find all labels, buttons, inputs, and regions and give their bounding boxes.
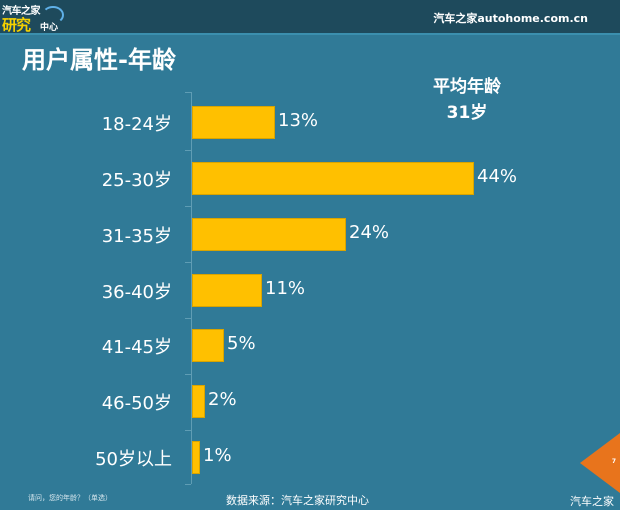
header-divider bbox=[0, 33, 620, 35]
value-label: 24% bbox=[349, 222, 390, 243]
autohome-research-logo: 汽车之家 研究 中心 bbox=[2, 2, 72, 34]
logo-line1: 汽车之家 bbox=[2, 6, 41, 17]
header-bar: 汽车之家 研究 中心 汽车之家autohome.com.cn bbox=[0, 0, 620, 34]
value-label: 11% bbox=[265, 278, 306, 299]
bar bbox=[192, 162, 474, 195]
category-label: 46-50岁 bbox=[101, 393, 172, 414]
axis-tick bbox=[185, 262, 191, 263]
logo-line3: 中心 bbox=[40, 23, 59, 33]
category-label: 25-30岁 bbox=[101, 170, 172, 191]
logo-line2: 研究 bbox=[2, 16, 31, 34]
page-number: 7 bbox=[611, 458, 616, 465]
value-label: 2% bbox=[208, 389, 237, 410]
bar bbox=[192, 329, 224, 362]
axis-tick bbox=[185, 92, 191, 93]
average-age-label: 平均年龄 bbox=[433, 77, 501, 97]
bar-row: 25-30岁 44% bbox=[0, 162, 620, 196]
axis-tick bbox=[185, 150, 191, 151]
average-age-value: 31岁 bbox=[446, 103, 488, 123]
bar bbox=[192, 218, 346, 251]
bar bbox=[192, 385, 205, 418]
data-source: 数据来源：汽车之家研究中心 bbox=[226, 494, 369, 507]
axis-tick bbox=[185, 484, 191, 485]
page-marker-icon bbox=[580, 433, 620, 493]
category-label: 18-24岁 bbox=[101, 114, 172, 135]
axis-tick bbox=[185, 206, 191, 207]
value-label: 5% bbox=[227, 333, 256, 354]
footer-brand: 汽车之家 bbox=[570, 495, 614, 508]
logo-swirl-icon bbox=[42, 6, 64, 24]
category-label: 36-40岁 bbox=[101, 282, 172, 303]
bar-row: 31-35岁 24% bbox=[0, 218, 620, 252]
value-label: 13% bbox=[278, 110, 319, 131]
category-label: 50岁以上 bbox=[95, 449, 172, 470]
bar-row: 46-50岁 2% bbox=[0, 385, 620, 419]
slide-title: 用户属性-年龄 bbox=[22, 46, 176, 74]
survey-question: 请问，您的年龄？（单选） bbox=[28, 494, 112, 502]
axis-tick bbox=[185, 430, 191, 431]
axis-tick bbox=[185, 374, 191, 375]
value-label: 44% bbox=[477, 166, 518, 187]
bar-row: 18-24岁 13% bbox=[0, 106, 620, 140]
category-label: 41-45岁 bbox=[101, 337, 172, 358]
bar bbox=[192, 106, 275, 139]
axis-tick bbox=[185, 318, 191, 319]
bar-row: 50岁以上 1% bbox=[0, 441, 620, 475]
value-label: 1% bbox=[203, 445, 232, 466]
bar bbox=[192, 274, 262, 307]
category-axis bbox=[191, 92, 192, 484]
category-label: 31-35岁 bbox=[101, 226, 172, 247]
bar-row: 36-40岁 11% bbox=[0, 274, 620, 308]
average-age-callout: 平均年龄 31岁 bbox=[412, 74, 522, 126]
bar bbox=[192, 441, 200, 474]
bar-row: 41-45岁 5% bbox=[0, 329, 620, 363]
site-brand: 汽车之家autohome.com.cn bbox=[433, 12, 588, 25]
